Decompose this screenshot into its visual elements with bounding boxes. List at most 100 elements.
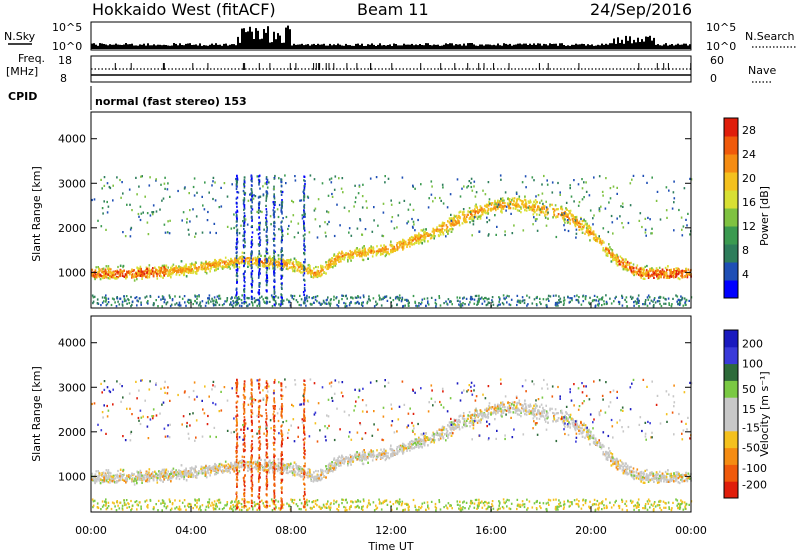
- power-data-point: [163, 301, 166, 304]
- power-data-point: [401, 296, 404, 299]
- power-data-point: [576, 219, 578, 222]
- power-data-point: [577, 300, 580, 303]
- power-data-point: [521, 200, 523, 203]
- power-data-point: [521, 296, 524, 299]
- power-data-point: [187, 268, 189, 271]
- nsky-bar: [685, 43, 687, 49]
- nsky-bar: [507, 44, 509, 49]
- power-data-point: [241, 294, 243, 297]
- power-data-point: [409, 237, 411, 240]
- power-data-point: [426, 232, 429, 235]
- power-data-point: [504, 298, 506, 301]
- power-data-point: [415, 234, 417, 237]
- power-data-point: [198, 266, 200, 269]
- nsky-bar: [339, 44, 341, 49]
- power-data-point: [628, 263, 630, 266]
- power-data-point: [486, 210, 489, 213]
- power-data-point: [494, 199, 496, 202]
- power-data-point: [225, 300, 228, 303]
- power-data-point: [244, 270, 246, 273]
- power-data-point: [162, 296, 165, 299]
- power-data-point: [175, 273, 178, 276]
- power-data-point: [530, 208, 532, 211]
- nsky-bar: [595, 45, 597, 49]
- power-data-point: [347, 254, 350, 257]
- power-data-point: [398, 245, 401, 249]
- nsky-bar: [291, 45, 293, 49]
- power-data-point: [107, 273, 109, 276]
- power-data-point: [299, 294, 301, 297]
- power-data-point: [276, 260, 279, 263]
- power-data-point: [653, 303, 655, 307]
- nsky-bar: [641, 39, 643, 49]
- nsky-bar: [133, 45, 135, 49]
- power-data-point: [157, 305, 159, 308]
- nsky-bar: [257, 30, 259, 49]
- power-data-point: [168, 294, 171, 297]
- nsky-bar: [409, 44, 411, 49]
- power-data-point: [543, 207, 545, 210]
- power-data-point: [156, 274, 158, 278]
- power-data-point: [383, 244, 385, 247]
- power-data-point: [673, 271, 675, 274]
- nsky-bar: [443, 44, 445, 49]
- power-data-point: [329, 263, 331, 266]
- power-data-point: [594, 239, 597, 242]
- power-data-point: [420, 301, 423, 304]
- power-data-point: [309, 264, 311, 268]
- nsky-bar: [337, 43, 339, 49]
- power-data-point: [539, 201, 541, 204]
- power-data-point: [292, 264, 295, 267]
- power-data-point: [484, 205, 487, 208]
- power-data-point: [285, 264, 287, 267]
- freq-marks: [114, 63, 692, 70]
- nsky-bar: [687, 45, 689, 49]
- power-data-point: [263, 265, 265, 268]
- power-data-point: [250, 260, 252, 263]
- power-data-point: [506, 202, 509, 205]
- power-data-point: [128, 270, 130, 273]
- power-data-point: [451, 220, 454, 223]
- power-data-point: [315, 265, 317, 269]
- power-data-point: [536, 208, 539, 211]
- power-data-point: [447, 298, 450, 301]
- power-data-point: [210, 267, 212, 270]
- power-data-point: [329, 266, 331, 269]
- power-data-point: [647, 273, 650, 277]
- power-data-point: [179, 269, 182, 272]
- power-data-point: [363, 253, 366, 256]
- power-data-point: [404, 241, 406, 244]
- power-data-point: [474, 208, 476, 211]
- power-data-point: [394, 297, 397, 300]
- power-data-point: [321, 273, 323, 276]
- power-data-point: [122, 264, 125, 268]
- power-data-point: [438, 296, 441, 300]
- power-data-point: [654, 301, 657, 304]
- power-data-point: [452, 217, 455, 220]
- power-data-point: [509, 303, 512, 307]
- power-data-point: [250, 297, 253, 301]
- power-data-point: [571, 215, 573, 218]
- power-data-point: [546, 213, 548, 216]
- power-data-point: [341, 255, 344, 258]
- power-data-point: [93, 275, 96, 278]
- power-data-point: [453, 219, 455, 222]
- power-data-point: [230, 301, 232, 304]
- power-data-point: [575, 221, 577, 224]
- power-data-point: [390, 245, 393, 248]
- power-data-point: [170, 273, 173, 276]
- power-data-point: [615, 260, 618, 263]
- power-data-point: [670, 268, 672, 271]
- power-data-point: [443, 222, 445, 225]
- power-data-point: [627, 268, 630, 271]
- power-data-point: [333, 260, 336, 263]
- nsky-bar: [449, 43, 451, 49]
- power-data-point: [137, 300, 140, 303]
- power-data-point: [192, 303, 194, 306]
- power-data-point: [481, 302, 484, 305]
- power-data-point: [140, 267, 142, 271]
- power-data-point: [504, 202, 506, 205]
- power-data-point: [212, 302, 215, 305]
- power-data-point: [626, 269, 629, 272]
- power-data-point: [216, 261, 219, 264]
